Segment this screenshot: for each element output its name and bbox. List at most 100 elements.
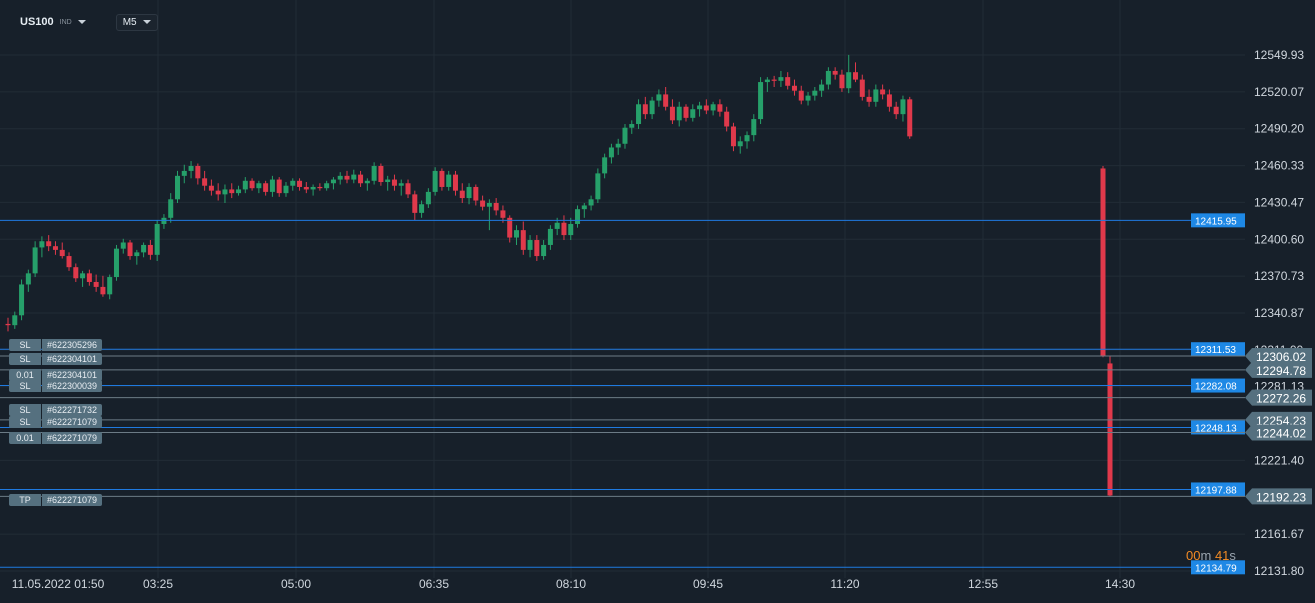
candle-body (785, 77, 791, 86)
y-tick-label: 12520.07 (1254, 85, 1304, 99)
x-tick-label: 06:35 (419, 577, 449, 591)
timeframe-selector[interactable]: M5 (115, 13, 158, 31)
candle-body (344, 175, 350, 180)
order-price-tag (1191, 420, 1245, 435)
candle-body (147, 244, 153, 255)
candle-body (764, 79, 770, 83)
position-label[interactable]: SL #622271732 (9, 404, 103, 416)
candle-body (724, 111, 730, 127)
symbol-dropdown-icon[interactable] (77, 20, 86, 24)
candle-body (717, 104, 723, 112)
candle-body (507, 217, 513, 238)
order-price-tag (1191, 482, 1245, 497)
candle-body (534, 240, 540, 257)
candle-body (86, 273, 92, 282)
candle-body (710, 104, 716, 111)
symbol-name[interactable]: US100 (20, 16, 54, 28)
candle-body (154, 223, 160, 255)
candle-body (500, 210, 506, 218)
candle-body (242, 180, 248, 190)
candle-body (452, 174, 458, 191)
candle-body (669, 106, 675, 121)
position-price-tag (1245, 389, 1312, 406)
candle-body (622, 127, 628, 144)
candle-body (663, 94, 669, 107)
candle-body (290, 180, 296, 186)
candle-body (575, 209, 581, 224)
position-id: #622304101 (42, 369, 103, 381)
candle-body (880, 89, 886, 95)
candle-body (595, 173, 601, 200)
position-price-tag (1245, 348, 1312, 365)
timer-seconds-unit: s (1229, 548, 1236, 563)
candle-body (297, 180, 303, 187)
candle-body (446, 174, 452, 187)
y-tick-label: 12340.87 (1254, 306, 1304, 320)
candle-body (52, 246, 58, 250)
candle-body (798, 90, 804, 101)
candle-body (127, 242, 133, 257)
y-tick-label: 12460.33 (1254, 159, 1304, 173)
candle-body (893, 106, 899, 115)
position-kind: SL (9, 339, 41, 351)
candle-body (269, 179, 275, 192)
candle-body (371, 165, 377, 181)
candle-body (93, 281, 99, 287)
candle-body (493, 203, 499, 211)
candle-body (771, 79, 777, 81)
order-price-tag (1191, 342, 1245, 357)
position-label[interactable]: SL #622304101 (9, 353, 103, 365)
candle-body (853, 72, 858, 80)
position-label[interactable]: TP #622271079 (9, 494, 103, 506)
candle-body (819, 84, 825, 91)
candle-body (554, 222, 560, 229)
y-tick-label: 12221.40 (1254, 453, 1304, 467)
candle-body (812, 90, 818, 96)
candle-body (730, 126, 736, 147)
candle-body (900, 99, 906, 115)
candle-body (568, 223, 574, 236)
candle-body (12, 315, 18, 326)
candle-body (330, 179, 336, 184)
y-tick-label: 12400.60 (1254, 232, 1304, 246)
candle-body (134, 252, 140, 257)
y-tick-label: 12131.80 (1254, 564, 1304, 578)
candle-body (161, 217, 167, 224)
candle-body (751, 119, 757, 136)
order-price-label: 12311.53 (1195, 345, 1236, 356)
timer-minutes-unit: m (1200, 548, 1212, 563)
order-price-tag (1191, 378, 1245, 393)
position-label[interactable]: SL #622305296 (9, 339, 103, 351)
candle-body (66, 256, 72, 268)
y-tick-label: 12370.73 (1254, 269, 1304, 283)
position-label[interactable]: 0.01 #622271079 (9, 432, 103, 444)
candle-body (466, 186, 472, 199)
position-label[interactable]: SL #622300039 (9, 380, 103, 392)
candle-body (825, 70, 831, 85)
position-kind: 0.01 (9, 369, 41, 381)
candle-body (168, 199, 174, 218)
position-kind: SL (9, 380, 41, 392)
candle-body (832, 70, 838, 75)
candle-body (1107, 363, 1113, 496)
candle-body (391, 179, 397, 186)
candle-body (520, 230, 526, 250)
candle-body (215, 190, 221, 195)
candle-body (690, 109, 696, 118)
x-tick-label: 08:10 (556, 577, 586, 591)
candle-body (514, 230, 519, 238)
position-label[interactable]: SL #622271079 (9, 416, 103, 428)
position-price-tag (1245, 488, 1312, 505)
x-tick-label: 11.05.2022 01:50 (12, 577, 105, 591)
candle-body (351, 174, 357, 180)
position-label[interactable]: 0.01 #622304101 (9, 369, 103, 381)
candle-body (222, 189, 228, 195)
candle-body (25, 273, 31, 285)
x-tick-label: 12:55 (968, 577, 998, 591)
position-price-label: 12192.23 (1256, 490, 1306, 504)
candle-body (283, 185, 289, 194)
candle-body (744, 135, 750, 142)
candle-body (419, 204, 425, 213)
candle-body (256, 183, 262, 189)
